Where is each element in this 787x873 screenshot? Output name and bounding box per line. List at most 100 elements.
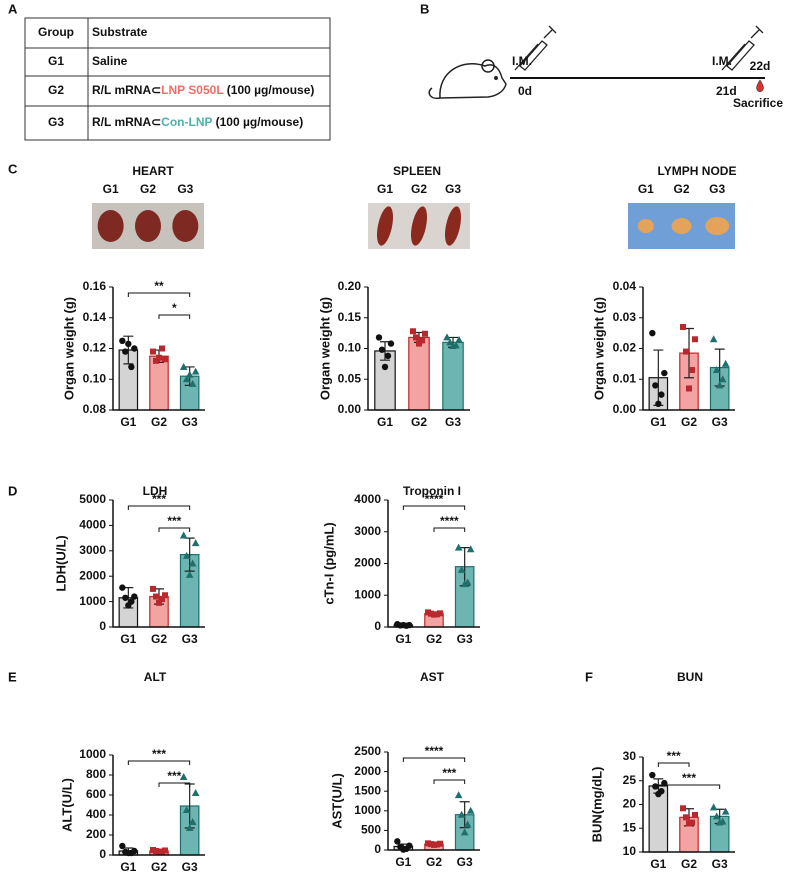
y-axis-label: BUN(mg/dL): [589, 767, 604, 843]
y-tick-label: 0: [99, 619, 106, 633]
data-point: [378, 346, 386, 353]
y-axis-label: cTn-I (pg/mL): [321, 522, 336, 604]
y-axis-label: Organ weight (g): [61, 297, 76, 400]
data-point: [692, 811, 698, 818]
significance-label: ****: [440, 514, 459, 528]
x-tick-label: G3: [457, 632, 473, 646]
y-tick-label: 1000: [79, 747, 106, 761]
text-segment: LNP S050L: [161, 83, 223, 97]
data-point: [466, 806, 475, 814]
photo-group-label: G2: [140, 182, 156, 196]
bar: [442, 341, 464, 411]
organ: [376, 206, 394, 246]
data-point: [416, 340, 422, 347]
y-tick-label: 1000: [354, 803, 381, 817]
y-axis-label: LDH(U/L): [53, 535, 68, 591]
y-tick-label: 0.00: [338, 402, 362, 416]
axis: [387, 500, 480, 628]
chart-title: AST: [420, 670, 445, 684]
significance-bracket: [127, 292, 191, 297]
data-point: [188, 379, 197, 387]
panel-label: D: [8, 483, 17, 498]
data-point: [454, 543, 463, 551]
photo-group-label: G1: [638, 182, 654, 196]
text-segment: (100 µg/mouse): [223, 83, 314, 97]
significance-label: ****: [425, 744, 444, 758]
data-point: [125, 340, 132, 348]
data-point: [419, 337, 425, 344]
y-axis-label: Organ weight (g): [591, 297, 606, 400]
x-tick-label: G3: [182, 860, 198, 873]
y-tick-label: 0.04: [613, 279, 637, 293]
y-tick-label: 0.20: [338, 279, 362, 293]
significance-bracket: [402, 757, 466, 762]
y-axis-label: ALT(U/L): [59, 778, 74, 832]
y-tick-label: 400: [86, 807, 106, 821]
table-cell: Saline: [92, 54, 128, 68]
x-tick-label: G1: [120, 632, 136, 646]
panel-label: F: [585, 669, 593, 684]
panel-label: C: [8, 161, 18, 176]
y-tick-label: 0.05: [338, 371, 362, 385]
blood-drop: [756, 79, 764, 93]
data-point: [153, 357, 159, 364]
data-point: [150, 348, 156, 355]
data-point: [460, 580, 469, 588]
table-border: [24, 17, 331, 141]
organ: [135, 210, 161, 242]
y-tick-label: 0.00: [613, 402, 637, 416]
axis: [387, 752, 480, 851]
significance-label: ***: [152, 747, 166, 761]
y-tick-label: 2000: [79, 568, 106, 582]
data-point: [156, 599, 162, 606]
chart-title: LDH: [143, 484, 168, 498]
x-tick-label: G2: [151, 415, 167, 429]
data-point: [125, 602, 132, 609]
data-point: [712, 812, 721, 820]
data-point: [413, 334, 419, 341]
data-point: [457, 565, 466, 573]
significance-label: ***: [667, 749, 681, 763]
data-point: [455, 335, 463, 343]
data-point: [131, 593, 138, 600]
x-tick-label: G1: [395, 632, 411, 646]
data-point: [394, 838, 401, 845]
y-tick-label: 5000: [79, 492, 106, 506]
significance-bracket: [433, 527, 466, 532]
chart-title: ALT: [144, 670, 167, 684]
y-tick-label: 10: [623, 844, 637, 858]
x-tick-label: G2: [426, 632, 442, 646]
axis: [367, 287, 470, 411]
x-tick-label: G1: [395, 855, 411, 869]
significance-bracket: [657, 784, 721, 789]
mouse-icon: [428, 59, 507, 100]
data-point: [150, 585, 156, 592]
error-bar: [380, 341, 390, 361]
y-tick-label: 0: [374, 619, 381, 633]
y-axis-label: AST(U/L): [329, 773, 344, 829]
x-tick-label: G2: [681, 857, 697, 871]
significance-bracket: [158, 314, 191, 319]
photo-group-label: G3: [445, 182, 461, 196]
y-tick-label: 0.15: [338, 310, 362, 324]
table-header: Substrate: [92, 25, 148, 39]
data-point: [188, 818, 197, 825]
axis: [112, 755, 205, 856]
y-tick-label: 1000: [354, 587, 381, 601]
data-point: [712, 366, 721, 374]
data-point: [422, 330, 428, 337]
data-point: [381, 363, 389, 371]
y-tick-label: 4000: [354, 492, 381, 506]
data-point: [652, 382, 659, 389]
significance-label: ****: [425, 492, 444, 506]
data-point: [649, 329, 656, 337]
x-tick-label: G2: [411, 415, 427, 429]
data-point: [715, 818, 724, 826]
x-tick-label: G2: [151, 632, 167, 646]
y-tick-label: 0.16: [83, 279, 107, 293]
y-tick-label: 2500: [354, 744, 381, 758]
photo-group-label: G2: [411, 182, 427, 196]
data-point: [454, 791, 463, 799]
y-tick-label: 3000: [79, 543, 106, 557]
significance-label: **: [154, 279, 164, 293]
